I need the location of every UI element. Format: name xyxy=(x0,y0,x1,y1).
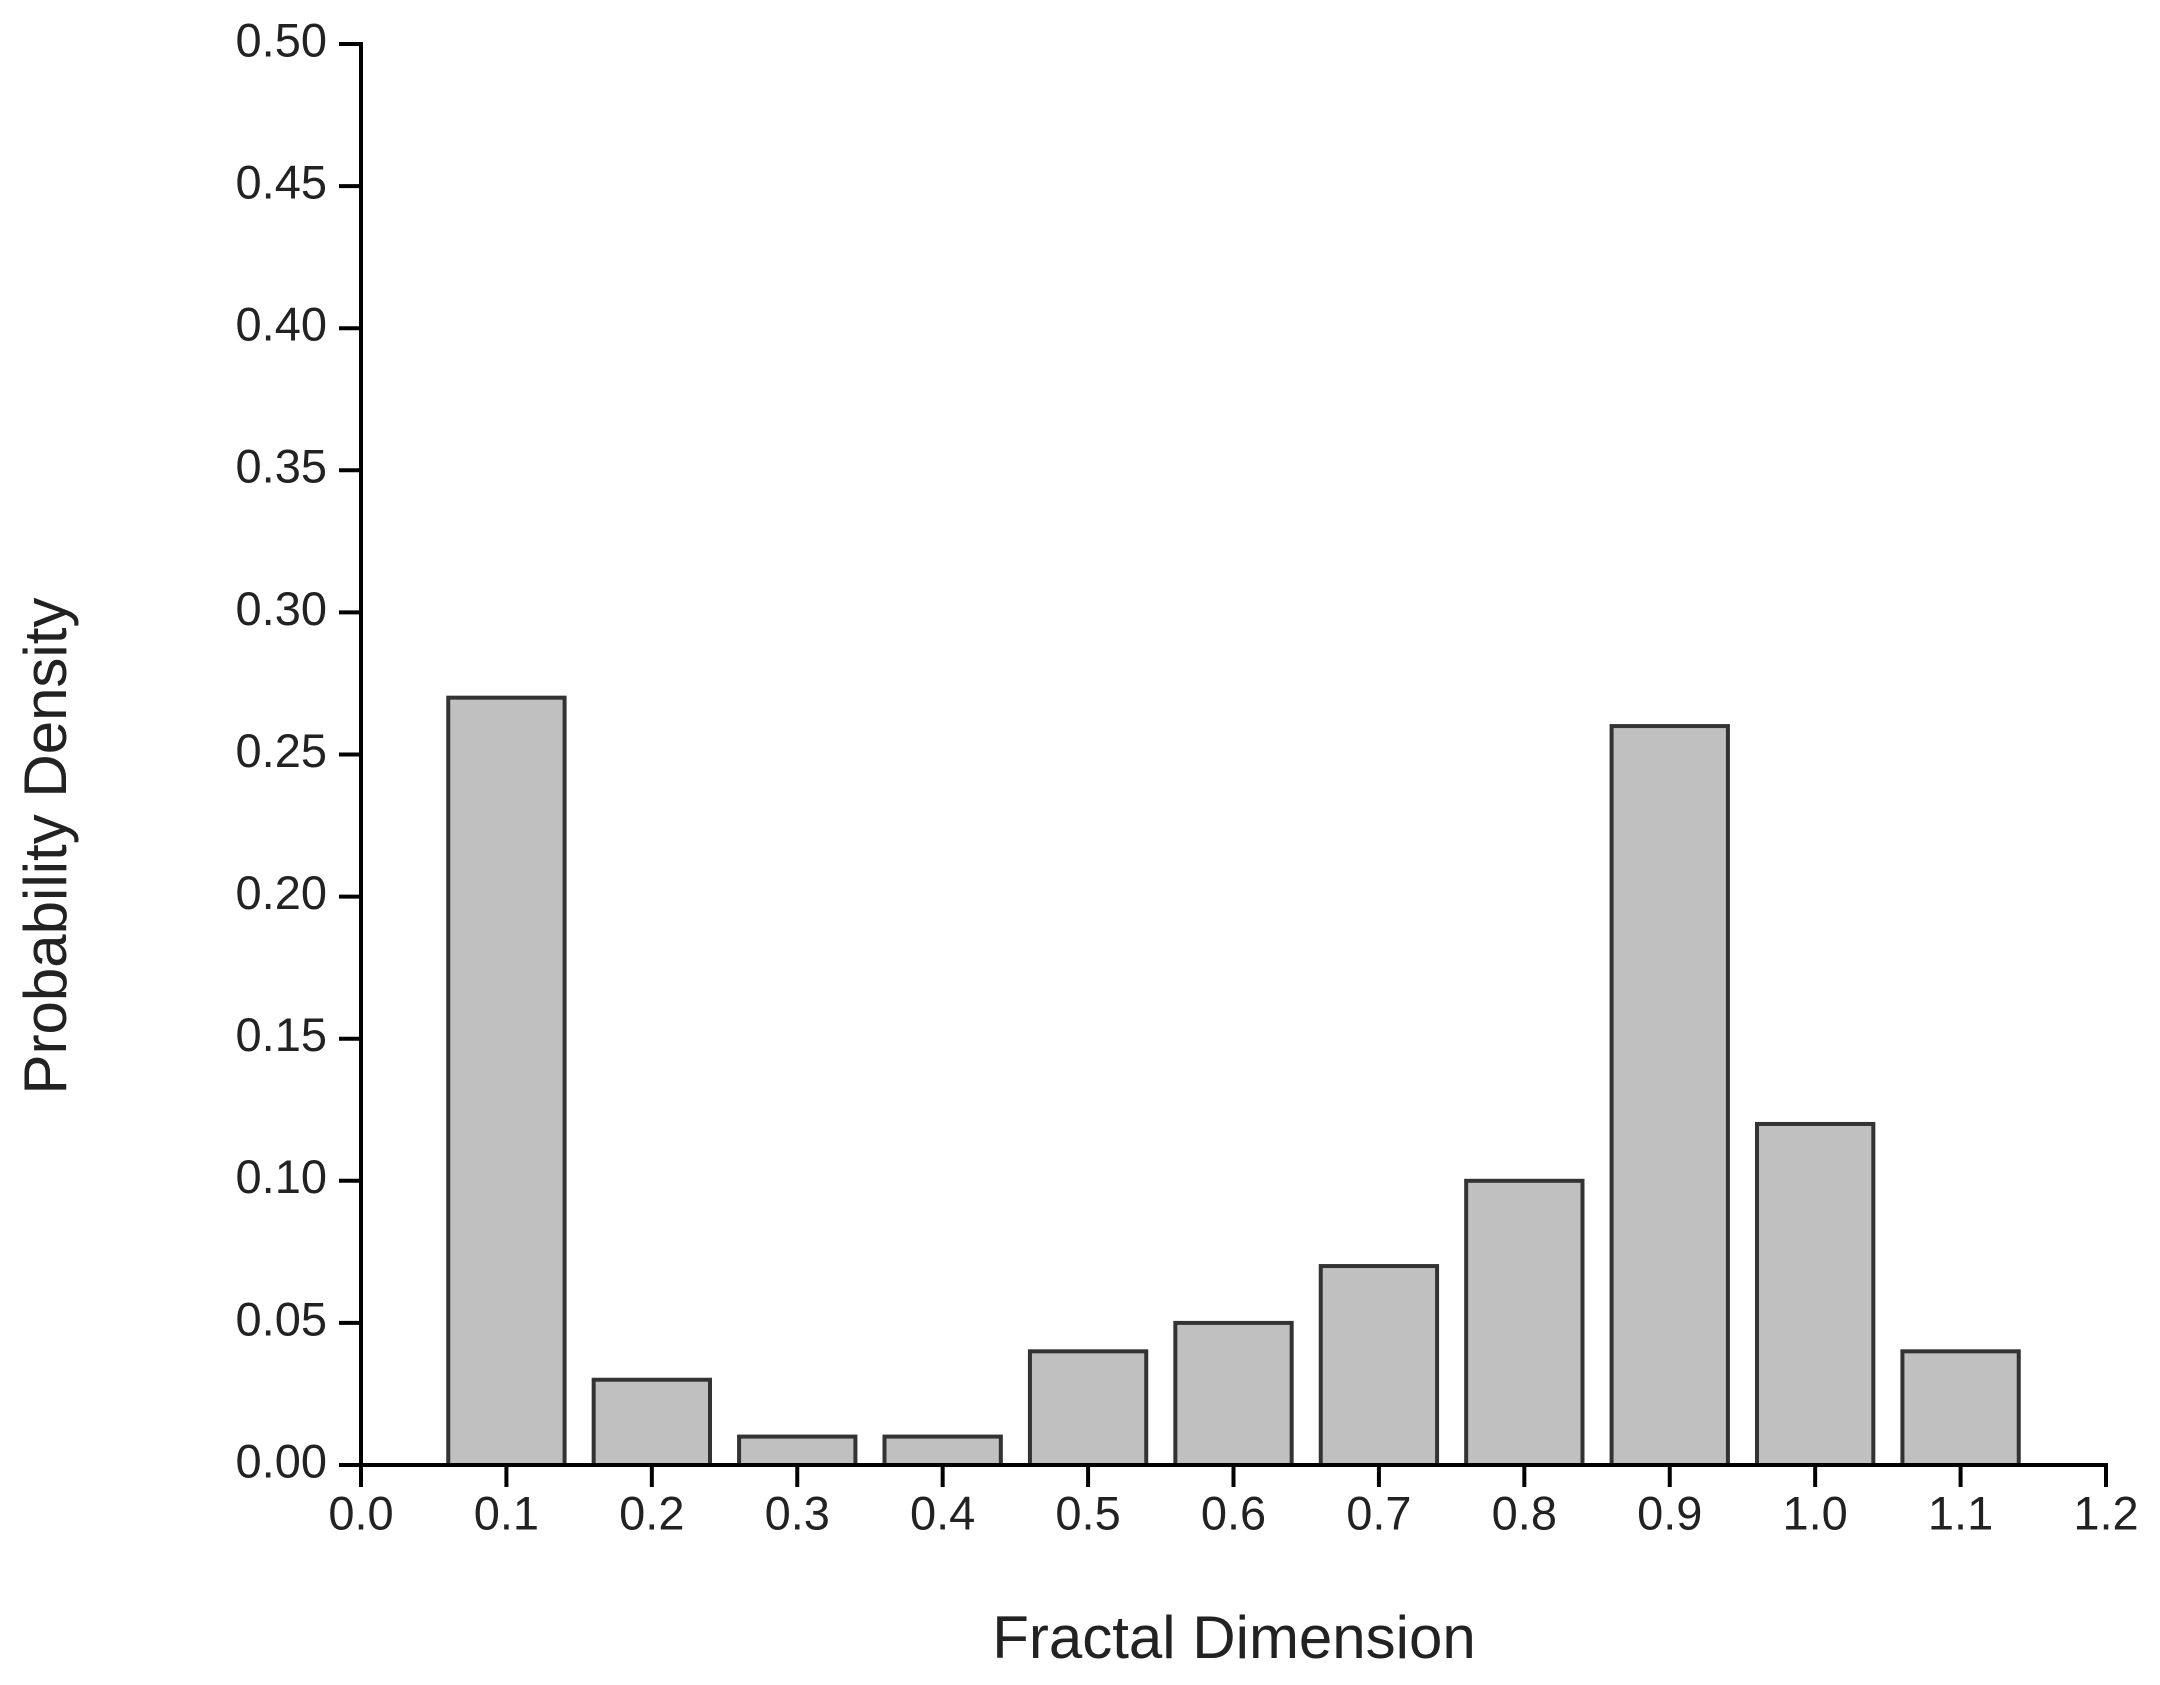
x-tick-label: 0.5 xyxy=(1055,1486,1120,1539)
x-tick-label: 1.2 xyxy=(2073,1486,2138,1539)
bar xyxy=(1609,724,1730,1467)
bar xyxy=(1755,1121,1876,1467)
y-tick-label: 0.05 xyxy=(236,1292,327,1345)
x-tick-label: 1.1 xyxy=(1928,1486,1993,1539)
y-tick-label: 0.20 xyxy=(236,866,327,919)
x-tick-label: 0.9 xyxy=(1637,1486,1702,1539)
bar xyxy=(882,1434,1003,1467)
y-tick-label: 0.45 xyxy=(236,156,327,209)
bar xyxy=(446,695,567,1467)
x-tick-label: 0.7 xyxy=(1346,1486,1411,1539)
x-axis-title: Fractal Dimension xyxy=(992,1604,1476,1671)
y-tick-label: 0.10 xyxy=(236,1150,327,1203)
bar xyxy=(1173,1320,1294,1468)
y-tick-label: 0.35 xyxy=(236,440,327,493)
y-tick-label: 0.15 xyxy=(236,1008,327,1061)
bar xyxy=(591,1377,713,1467)
x-tick-label: 0.6 xyxy=(1201,1486,1266,1539)
y-tick-label: 0.30 xyxy=(236,582,327,635)
bar xyxy=(1027,1349,1149,1467)
x-tick-label: 0.2 xyxy=(619,1486,684,1539)
x-tick-label: 1.0 xyxy=(1782,1486,1847,1539)
y-tick-label: 0.40 xyxy=(236,298,327,351)
x-tick-label: 0.3 xyxy=(765,1486,830,1539)
y-axis-title: Probability Density xyxy=(12,598,79,1095)
x-tick-label: 0.8 xyxy=(1492,1486,1557,1539)
y-tick-label: 0.50 xyxy=(236,13,327,66)
y-tick-label: 0.00 xyxy=(236,1434,327,1487)
x-tick-label: 0.0 xyxy=(328,1486,393,1539)
x-tick-label: 0.1 xyxy=(474,1486,539,1539)
bar xyxy=(1900,1349,2021,1467)
bar xyxy=(1464,1178,1585,1468)
x-tick-label: 0.4 xyxy=(910,1486,975,1539)
bar xyxy=(737,1434,858,1467)
bar xyxy=(1318,1264,1440,1468)
y-tick-label: 0.25 xyxy=(236,724,327,777)
